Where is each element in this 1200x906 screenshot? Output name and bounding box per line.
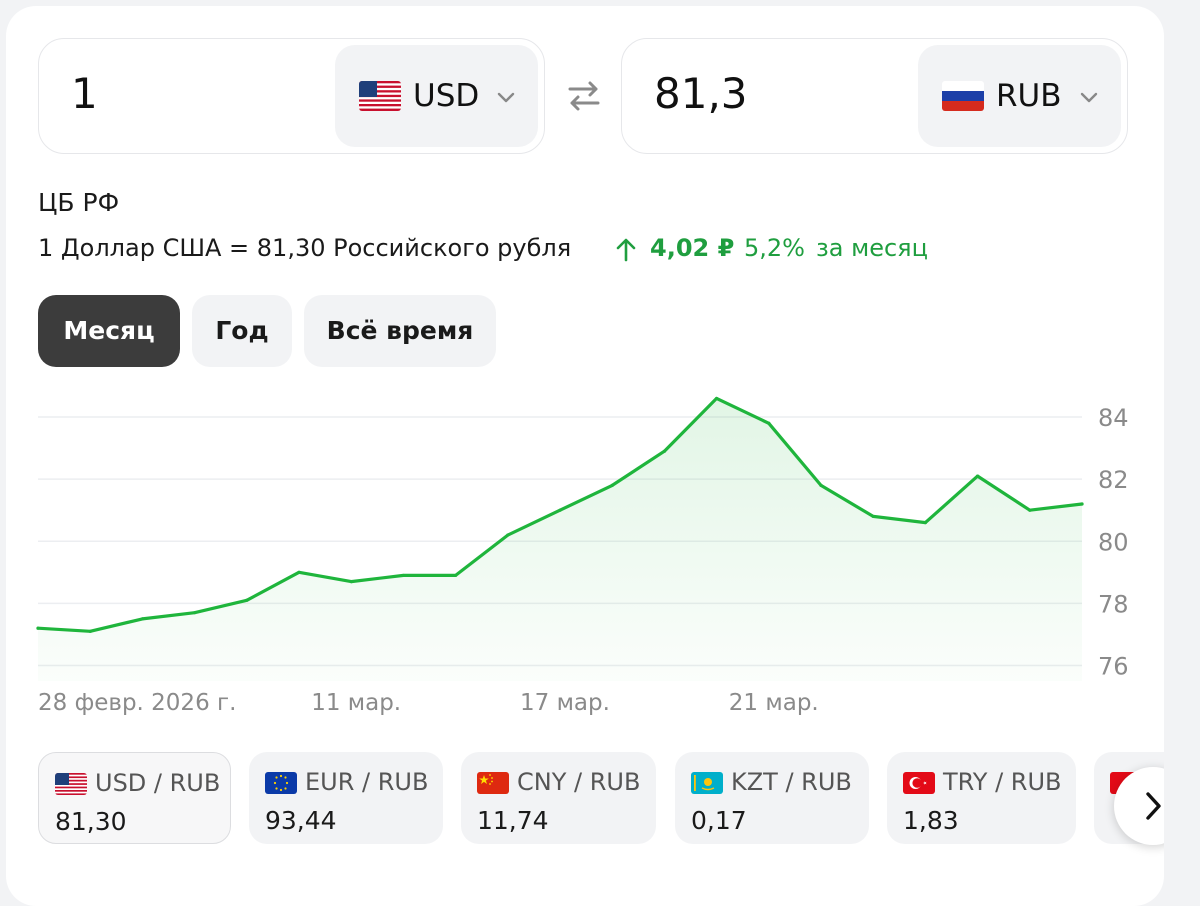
y-tick-label: 76 <box>1098 652 1129 680</box>
us-flag-icon <box>55 773 87 795</box>
pair-name: EUR / RUB <box>305 768 429 796</box>
rate-source: ЦБ РФ <box>38 188 120 217</box>
rate-text: 1 Доллар США = 81,30 Российского рубля <box>38 234 572 262</box>
rate-change-pct: 5,2% <box>744 234 805 262</box>
pair-name: USD / RUB <box>95 769 221 797</box>
data-point <box>610 483 614 487</box>
ru-flag-icon <box>942 81 984 111</box>
kz-flag-icon <box>691 772 723 794</box>
from-amount-input[interactable]: 1 <box>71 69 98 118</box>
x-tick-label: 21 мар. <box>729 690 819 716</box>
data-point <box>1028 508 1032 512</box>
data-point <box>36 626 40 630</box>
data-point <box>662 449 667 453</box>
currency-pairs-row: USD / RUB 81,30 EUR / RUB 93,44 <box>38 752 1164 844</box>
chart-x-ticks: 28 февр. 2026 г. 11 мар. 17 мар. 21 мар. <box>38 690 819 716</box>
data-point <box>401 573 405 578</box>
pair-name: TRY / RUB <box>943 768 1062 796</box>
x-tick-label: 17 мар. <box>520 690 610 716</box>
to-currency-code: RUB <box>996 78 1062 114</box>
y-tick-label: 78 <box>1098 590 1129 618</box>
data-point <box>1080 502 1084 506</box>
y-tick-label: 80 <box>1098 528 1129 556</box>
chart-y-ticks: 84 82 80 78 76 <box>1098 404 1129 680</box>
next-pairs-button[interactable] <box>1114 767 1164 845</box>
us-flag-icon <box>359 81 401 111</box>
pair-usd-rub[interactable]: USD / RUB 81,30 <box>38 752 231 844</box>
from-amount-box[interactable]: 1 USD <box>38 38 545 154</box>
pair-value: 0,17 <box>691 806 747 835</box>
currency-converter-widget: 1 USD 81,3 <box>6 6 1164 906</box>
pair-value: 81,30 <box>55 807 127 836</box>
chart-points <box>36 396 1084 633</box>
data-point <box>193 611 197 615</box>
pair-eur-rub[interactable]: EUR / RUB 93,44 <box>249 752 443 844</box>
to-amount-input[interactable]: 81,3 <box>654 69 748 118</box>
pair-try-rub[interactable]: TRY / RUB 1,83 <box>887 752 1076 844</box>
rate-chart[interactable]: 84 82 80 78 76 28 февр. 2026 г. 11 мар. 17 мар… <box>6 386 1164 726</box>
x-tick-label: 11 мар. <box>311 690 401 716</box>
from-currency-select[interactable]: USD <box>335 45 538 147</box>
pair-value: 11,74 <box>477 806 549 835</box>
data-point <box>976 474 980 478</box>
data-point <box>454 573 458 578</box>
data-point <box>140 617 144 621</box>
data-point <box>819 483 823 487</box>
pair-value: 93,44 <box>265 806 337 835</box>
chevron-right-icon <box>1146 792 1161 820</box>
pair-kzt-rub[interactable]: KZT / RUB 0,17 <box>675 752 869 844</box>
to-amount-box[interactable]: 81,3 RUB <box>621 38 1128 154</box>
pair-value: 1,83 <box>903 806 959 835</box>
chevron-down-icon <box>497 92 515 103</box>
to-currency-select[interactable]: RUB <box>918 45 1121 147</box>
data-point <box>558 508 562 512</box>
pair-name: CNY / RUB <box>517 768 641 796</box>
arrow-up-icon <box>616 238 636 262</box>
data-point <box>245 598 249 602</box>
y-tick-label: 82 <box>1098 466 1129 494</box>
swap-arrows-icon[interactable] <box>562 74 606 118</box>
rate-change-period: за месяц <box>816 234 928 262</box>
eu-flag-icon <box>265 772 297 794</box>
tab-all-time[interactable]: Всё время <box>304 295 496 367</box>
chevron-down-icon <box>1080 92 1098 103</box>
data-point <box>88 629 92 633</box>
data-point <box>923 521 928 525</box>
rate-change-abs: 4,02 ₽ <box>650 234 735 262</box>
data-point <box>767 421 771 425</box>
tab-month[interactable]: Месяц <box>38 295 180 367</box>
cn-flag-icon <box>477 772 509 794</box>
tab-year[interactable]: Год <box>192 295 292 367</box>
from-currency-code: USD <box>413 78 480 114</box>
data-point <box>297 570 301 574</box>
y-tick-label: 84 <box>1098 404 1129 432</box>
tr-flag-icon <box>903 772 935 794</box>
pair-name: KZT / RUB <box>731 768 852 796</box>
chart-area-fill <box>38 398 1082 681</box>
data-point <box>506 533 510 537</box>
pair-cny-rub[interactable]: CNY / RUB 11,74 <box>461 752 656 844</box>
x-tick-label: 28 февр. 2026 г. <box>38 690 236 716</box>
data-point <box>349 580 353 584</box>
data-point <box>715 396 719 401</box>
data-point <box>871 514 875 519</box>
